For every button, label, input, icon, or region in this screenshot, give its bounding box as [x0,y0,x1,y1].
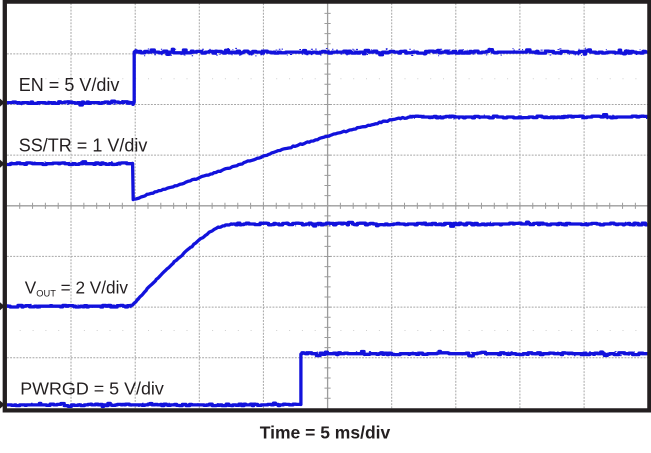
svg-text:SS/TR = 1 V/div: SS/TR = 1 V/div [19,136,148,156]
svg-text:EN = 5 V/div: EN = 5 V/div [19,75,120,95]
svg-text:Time = 5 ms/div: Time = 5 ms/div [260,423,391,443]
svg-text:PWRGD = 5 V/div: PWRGD = 5 V/div [20,379,164,399]
